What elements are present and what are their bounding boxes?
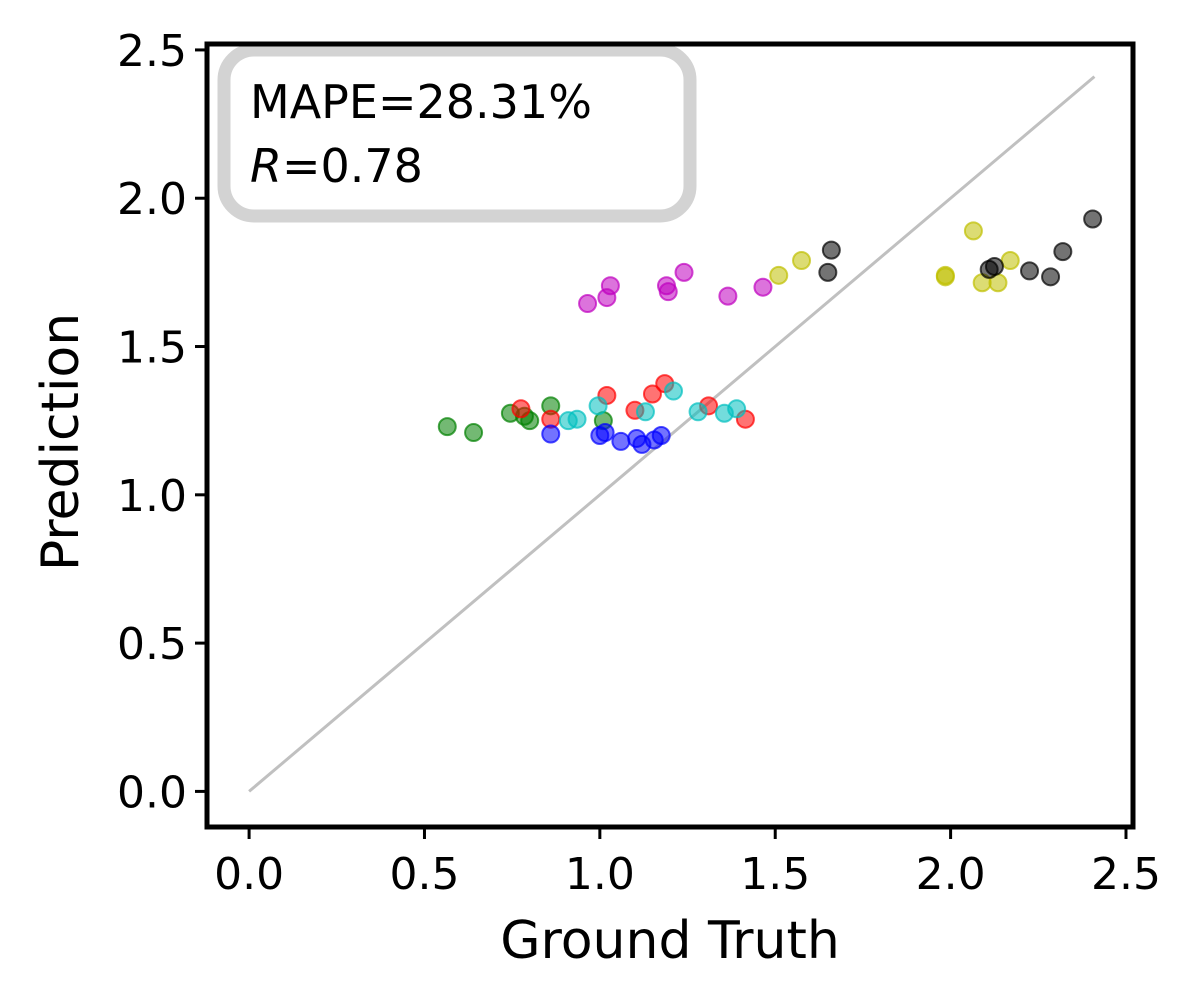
- data-point-yellow-0: [769, 265, 789, 285]
- r-symbol: R: [250, 139, 282, 193]
- data-point-magenta-5: [674, 262, 694, 282]
- data-point-cyan-7: [727, 399, 747, 419]
- y-axis-label: Prediction: [31, 313, 91, 571]
- data-point-yellow-4: [963, 221, 983, 241]
- data-point-blue-2: [595, 423, 615, 443]
- points-layer: [437, 209, 1103, 454]
- data-point-magenta-0: [578, 294, 598, 314]
- data-point-black-1: [821, 240, 841, 260]
- data-point-magenta-2: [600, 276, 620, 296]
- x-tick-label-2: 1.0: [565, 849, 635, 900]
- data-point-cyan-4: [664, 381, 684, 401]
- data-point-black-3: [984, 256, 1004, 276]
- data-point-blue-0: [541, 424, 561, 444]
- data-point-magenta-6: [718, 286, 738, 306]
- data-point-green-0: [437, 417, 457, 437]
- data-point-red-0: [511, 399, 531, 419]
- data-point-yellow-7: [1000, 251, 1020, 271]
- x-tick-label-5: 2.5: [1091, 849, 1161, 900]
- data-point-green-1: [464, 423, 484, 443]
- data-point-magenta-4: [658, 282, 678, 302]
- data-point-black-0: [818, 262, 838, 282]
- data-point-black-7: [1083, 209, 1103, 229]
- r-text: R=0.78: [250, 139, 423, 193]
- r-value: =0.78: [282, 139, 423, 193]
- data-point-yellow-3: [935, 267, 955, 287]
- annotation-box: [217, 43, 697, 223]
- data-point-black-6: [1053, 242, 1073, 262]
- data-point-black-5: [1041, 267, 1061, 287]
- data-point-cyan-3: [635, 402, 655, 422]
- data-point-blue-3: [611, 431, 631, 451]
- x-tick-label-3: 1.5: [740, 849, 810, 900]
- data-point-yellow-1: [792, 251, 812, 271]
- data-point-cyan-2: [588, 396, 608, 416]
- y-tick-label-4: 2.0: [117, 174, 187, 225]
- data-point-cyan-1: [567, 409, 587, 429]
- x-tick-label-4: 2.0: [916, 849, 986, 900]
- ticks-layer: 0.0 0.5 1.0 1.5 2.0 2.5 0.0 0.5 1.0 1.5 2.0 2.5: [117, 26, 1161, 900]
- y-tick-label-2: 1.0: [117, 471, 187, 522]
- y-tick-label-0: 0.0: [117, 767, 187, 818]
- data-point-black-4: [1020, 261, 1040, 281]
- y-tick-label-3: 1.5: [117, 323, 187, 374]
- data-point-blue-7: [651, 426, 671, 445]
- identity-reference-line: [248, 75, 1096, 793]
- y-tick-label-5: 2.5: [117, 26, 187, 77]
- data-point-magenta-7: [753, 277, 773, 297]
- data-point-red-4: [642, 384, 662, 404]
- x-tick-label-0: 0.0: [214, 849, 284, 900]
- y-tick-label-1: 0.5: [117, 619, 187, 670]
- mape-text: MAPE=28.31%: [250, 75, 592, 129]
- x-tick-label-1: 0.5: [389, 849, 459, 900]
- x-axis-label: Ground Truth: [500, 911, 840, 971]
- plot-frame: [204, 41, 1136, 830]
- data-point-cyan-5: [688, 402, 708, 422]
